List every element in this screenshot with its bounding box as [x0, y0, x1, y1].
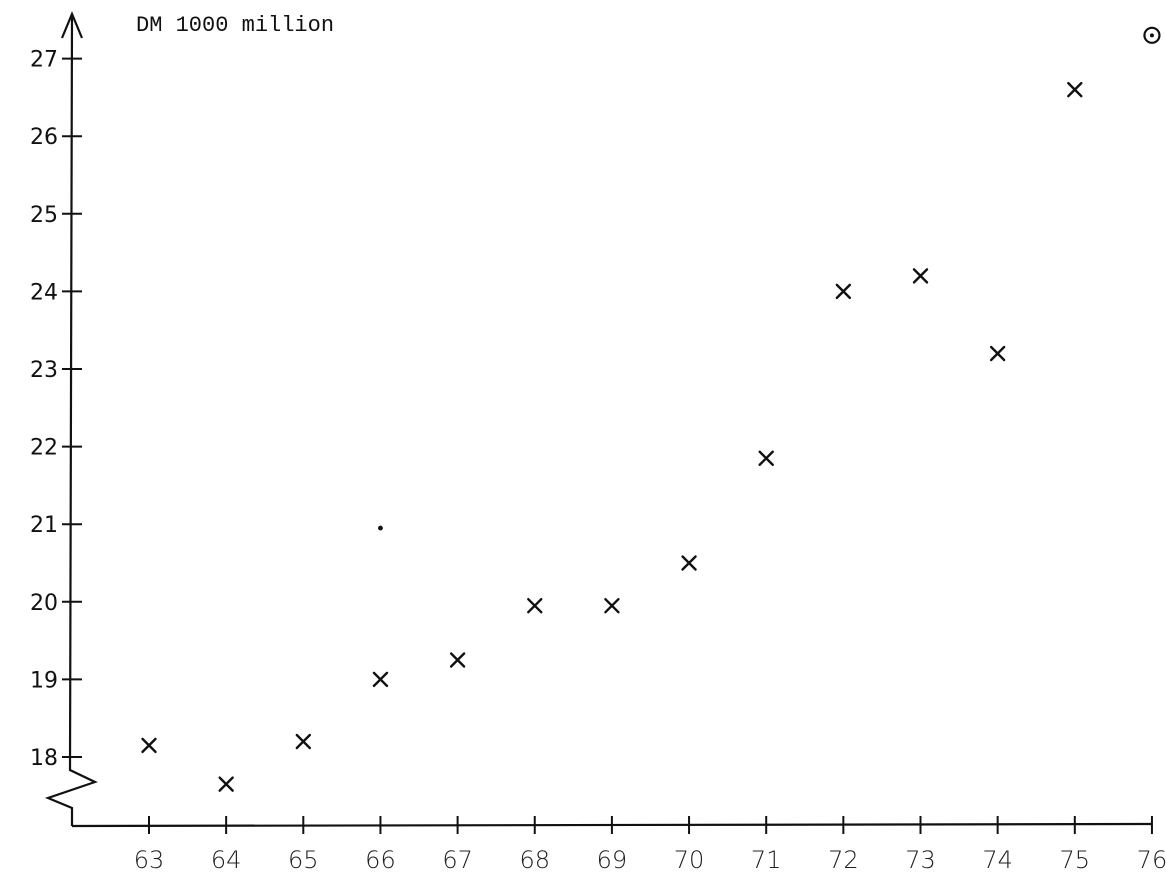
circle-center: [1149, 33, 1154, 38]
data-point: [912, 268, 929, 284]
data-point: [527, 597, 543, 614]
data-point-stroke: [758, 450, 774, 466]
data-point: [835, 283, 852, 300]
y-axis-arrow: [60, 11, 84, 39]
x-tick-label: 65: [288, 846, 319, 874]
x-tick-label: 71: [751, 846, 782, 874]
data-point-stroke: [1067, 81, 1083, 98]
y-tick-label: 19: [30, 668, 58, 693]
data-point: [604, 597, 620, 614]
data-point-stroke: [681, 555, 697, 571]
y-tick-label: 27: [30, 48, 58, 73]
data-point-stroke: [604, 597, 620, 614]
data-point-stroke: [835, 283, 852, 300]
y-tick-label: 21: [30, 513, 58, 538]
y-tick-label: 25: [30, 203, 58, 228]
data-point: [1067, 81, 1083, 98]
data-point-stroke: [912, 268, 929, 284]
y-tick-label: 26: [30, 125, 58, 150]
data-point: [758, 450, 774, 466]
x-tick-label: 69: [597, 846, 628, 874]
y-tick-label: 22: [30, 436, 58, 461]
y-axis-ticks: 18 19 20 21 22 23 24 25 26 27: [30, 48, 82, 771]
data-point-stroke: [141, 737, 157, 754]
y-tick-label: 18: [30, 746, 58, 771]
x-tick-label: 67: [442, 846, 473, 874]
data-point: [449, 652, 466, 668]
data-point: [295, 733, 311, 750]
x-tick-label: 66: [365, 846, 396, 874]
data-point-stroke: [372, 671, 389, 688]
data-points: [141, 26, 1161, 792]
data-point: [989, 345, 1006, 362]
x-tick-label: 73: [905, 846, 936, 874]
data-point-stroke: [449, 652, 466, 668]
circle-outline: [1143, 26, 1161, 44]
data-point-stroke: [527, 597, 543, 614]
y-axis-line: [44, 13, 98, 826]
x-axis-ticks: 63 64 65 66 67 68 69 70 71 72 73 74 75 76: [134, 816, 1166, 874]
data-point-stroke: [218, 776, 234, 792]
y-axis-unit-label: DM 1000 million: [136, 13, 334, 38]
x-tick-label: 76: [1137, 846, 1166, 874]
x-tick-label: 75: [1060, 846, 1091, 874]
x-tick-label: 72: [828, 846, 859, 874]
data-point: [372, 671, 389, 688]
data-point-stroke: [989, 345, 1006, 362]
y-tick-label: 20: [30, 591, 58, 616]
dot-point: [378, 525, 383, 531]
data-point: [141, 737, 157, 754]
y-tick-label: 24: [30, 280, 58, 305]
circled-data-point: [1143, 26, 1161, 44]
data-point: [681, 555, 697, 571]
axes: [44, 11, 1153, 828]
x-tick-label: 70: [674, 846, 705, 874]
data-point-stroke: [295, 733, 311, 750]
x-tick-label: 64: [211, 846, 242, 874]
data-point: [218, 776, 234, 792]
x-tick-label: 74: [982, 846, 1013, 874]
x-tick-label: 63: [134, 846, 165, 874]
x-tick-label: 68: [519, 846, 550, 874]
y-tick-label: 23: [30, 358, 58, 383]
